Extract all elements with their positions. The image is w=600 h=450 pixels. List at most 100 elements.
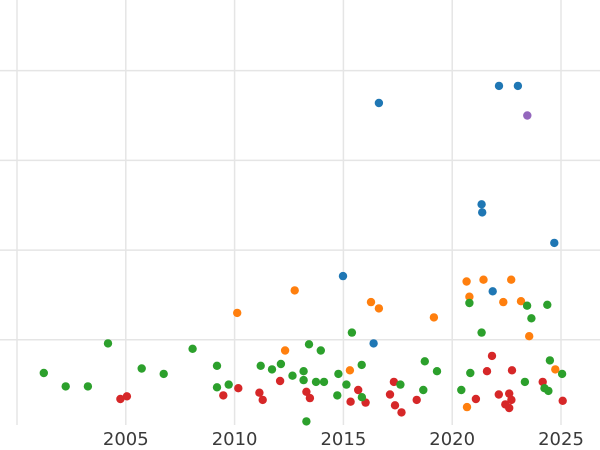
red-data-point — [397, 408, 406, 417]
green-data-point — [557, 369, 567, 379]
red-data-point — [390, 401, 400, 410]
red-data-point — [219, 391, 228, 400]
green-data-point — [545, 356, 555, 365]
green-data-point — [159, 369, 168, 379]
red-data-point — [505, 403, 514, 413]
red-data-point — [122, 392, 132, 401]
y-gridlines — [0, 69, 600, 341]
red-data-point — [346, 397, 355, 406]
red-data-point — [558, 396, 567, 405]
green-data-point — [527, 314, 536, 323]
x-tick-label: 2010 — [212, 429, 258, 450]
red-data-point — [482, 367, 492, 376]
orange-data-point — [366, 297, 376, 307]
orange-data-point — [462, 402, 472, 412]
green-data-point — [224, 380, 233, 389]
blue-data-point — [550, 238, 559, 248]
blue-data-point — [494, 81, 504, 91]
blue-data-point — [477, 200, 486, 209]
blue-data-point — [488, 287, 497, 296]
orange-data-point — [465, 292, 474, 301]
green-data-point — [544, 386, 553, 396]
green-data-point — [522, 301, 532, 310]
orange-data-point — [507, 275, 516, 284]
green-data-point — [319, 377, 329, 387]
red-data-point — [258, 395, 267, 405]
green-data-point — [316, 346, 325, 355]
green-data-point — [347, 328, 357, 337]
green-data-point — [212, 361, 222, 370]
x-tick-label: 2020 — [429, 429, 475, 450]
green-data-point — [477, 328, 486, 337]
x-tick-label: 2015 — [320, 429, 366, 450]
purple-data-point — [523, 111, 532, 120]
orange-data-point — [290, 286, 299, 295]
green-data-point — [103, 339, 113, 348]
orange-data-point — [462, 277, 471, 286]
green-data-point — [457, 385, 466, 395]
red-data-point — [255, 388, 264, 397]
orange-data-point — [429, 313, 439, 322]
red-data-point — [275, 376, 285, 386]
x-tick-label: 2005 — [103, 429, 149, 450]
blue-data-point — [513, 81, 523, 91]
green-data-point — [137, 364, 146, 373]
green-data-point — [61, 382, 70, 391]
red-data-point — [385, 390, 395, 399]
green-data-point — [419, 385, 428, 395]
red-data-point — [412, 395, 421, 405]
green-data-point — [311, 377, 321, 387]
red-data-point — [487, 351, 497, 361]
orange-data-point — [479, 275, 488, 284]
green-data-point — [299, 375, 308, 385]
x-gridlines — [16, 0, 562, 425]
green-data-point — [39, 368, 48, 378]
green-data-point — [304, 340, 314, 349]
red-data-point — [389, 377, 399, 387]
red-data-point — [302, 387, 311, 396]
green-data-point — [420, 357, 429, 366]
x-tick-label: 2025 — [538, 429, 584, 450]
red-data-point — [538, 377, 547, 387]
green-data-point — [466, 368, 475, 378]
blue-data-point — [338, 271, 348, 281]
green-data-point — [334, 369, 343, 379]
green-data-point — [302, 417, 311, 426]
green-data-point — [83, 382, 93, 391]
green-data-point — [256, 361, 265, 370]
green-data-point — [543, 300, 552, 309]
green-data-point — [333, 391, 342, 400]
red-data-point — [354, 385, 363, 395]
orange-data-point — [280, 346, 290, 355]
green-data-point — [299, 367, 308, 376]
red-data-point — [305, 393, 315, 403]
green-data-point — [357, 393, 367, 402]
orange-data-point — [345, 366, 355, 375]
green-data-point — [212, 383, 222, 392]
green-data-point — [276, 359, 286, 369]
blue-data-point — [369, 339, 378, 348]
x-tick-labels: 2005 2010 2015 2020 2025 — [103, 429, 584, 450]
red-data-point — [494, 390, 503, 399]
orange-data-point — [233, 308, 242, 318]
orange-data-point — [525, 332, 534, 341]
green-data-point — [520, 377, 530, 387]
green-data-point — [267, 365, 277, 374]
green-data-point — [188, 344, 197, 353]
orange-data-point — [374, 304, 384, 313]
red-data-point — [471, 394, 481, 404]
orange-data-point — [516, 297, 526, 306]
red-data-point — [234, 384, 243, 393]
green-data-point — [357, 360, 366, 370]
red-data-point — [505, 389, 514, 398]
green-data-point — [432, 367, 442, 376]
orange-data-point — [499, 297, 508, 307]
blue-data-point — [374, 98, 384, 108]
data-points — [39, 81, 567, 426]
red-data-point — [507, 366, 517, 375]
orange-data-point — [551, 365, 560, 374]
red-data-point — [507, 395, 516, 405]
green-data-point — [342, 380, 351, 389]
